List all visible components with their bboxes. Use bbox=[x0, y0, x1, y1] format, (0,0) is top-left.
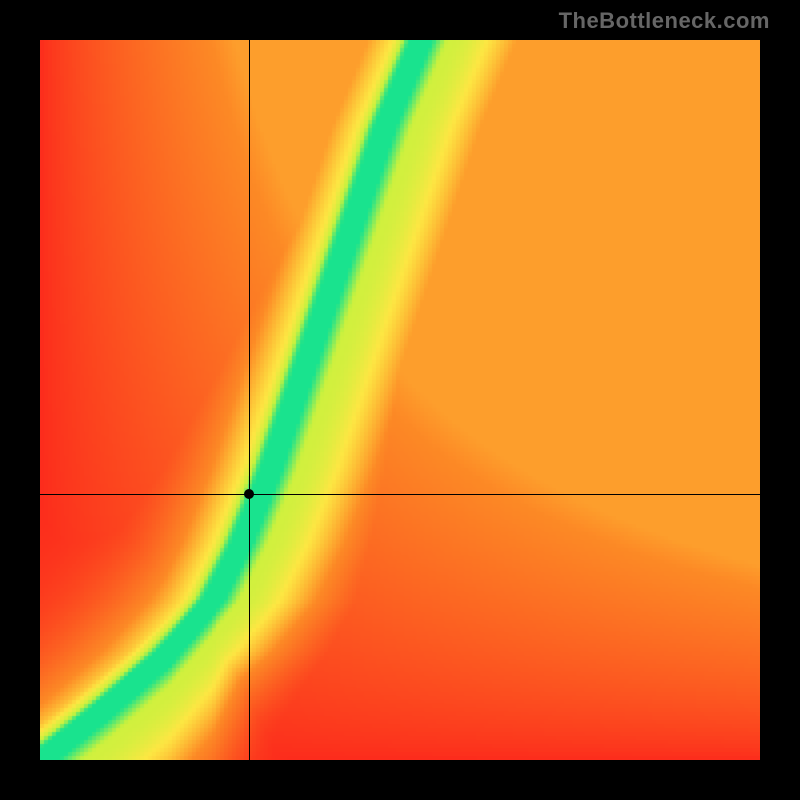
crosshair-horizontal bbox=[40, 494, 760, 495]
heatmap-canvas bbox=[40, 40, 760, 760]
data-point-marker bbox=[244, 489, 254, 499]
crosshair-vertical bbox=[249, 40, 250, 760]
heatmap-plot bbox=[40, 40, 760, 760]
watermark-text: TheBottleneck.com bbox=[559, 8, 770, 34]
